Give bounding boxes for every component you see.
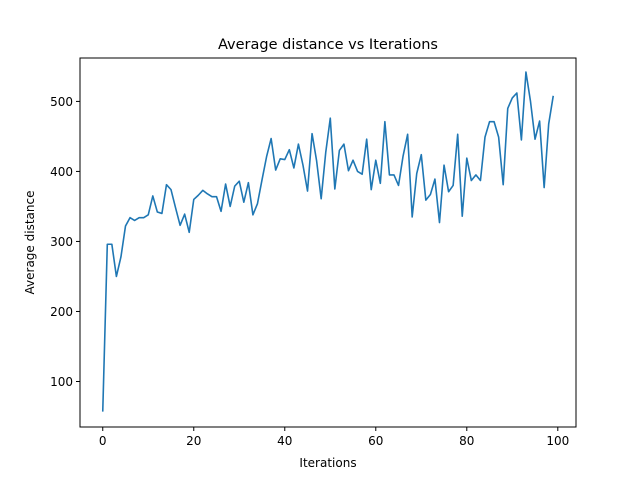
x-axis: 0 20 40 60 80 100: [99, 427, 569, 448]
y-axis-label: Average distance: [23, 191, 37, 295]
x-tick-label: 0: [99, 434, 107, 448]
y-tick-label: 400: [50, 165, 73, 179]
y-tick-label: 300: [50, 235, 73, 249]
x-tick-label: 20: [186, 434, 201, 448]
axes-frame: [79, 57, 577, 428]
y-tick-label: 500: [50, 95, 73, 109]
plot-area: [101, 71, 555, 412]
x-tick-label: 60: [368, 434, 383, 448]
x-tick-label: 100: [546, 434, 569, 448]
x-tick-label: 80: [459, 434, 474, 448]
y-axis: 100 200 300 400 500: [50, 95, 80, 389]
chart-title: Average distance vs Iterations: [218, 37, 438, 53]
x-axis-label: Iterations: [299, 456, 356, 470]
x-tick-label: 40: [277, 434, 292, 448]
series-line: [101, 71, 555, 412]
y-tick-label: 200: [50, 305, 73, 319]
y-tick-label: 100: [50, 375, 73, 389]
